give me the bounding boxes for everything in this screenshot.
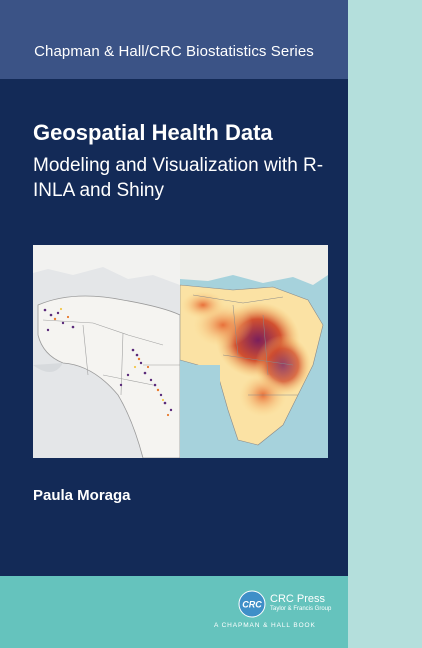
crc-logo-text: CRC xyxy=(242,600,262,610)
author-name: Paula Moraga xyxy=(33,487,131,504)
publisher-group: Taylor & Francis Group xyxy=(270,606,332,612)
book-title: Geospatial Health Data xyxy=(33,120,273,145)
publisher-name: CRC Press xyxy=(270,593,326,605)
bottom-band xyxy=(0,576,348,648)
crc-logo-icon: CRC xyxy=(238,590,266,618)
publisher-block: CRC CRC Press Taylor & Francis Group A C… xyxy=(214,590,348,640)
series-band xyxy=(0,0,348,79)
book-subtitle: Modeling and Visualization with R-INLA a… xyxy=(33,155,324,201)
series-name: Chapman & Hall/CRC Biostatistics Series xyxy=(34,43,314,60)
side-strip xyxy=(348,0,422,648)
cover-map-image xyxy=(33,245,328,458)
right-heat-map xyxy=(180,245,328,458)
left-point-map xyxy=(33,245,180,458)
imprint-line: A CHAPMAN & HALL BOOK xyxy=(214,622,316,629)
